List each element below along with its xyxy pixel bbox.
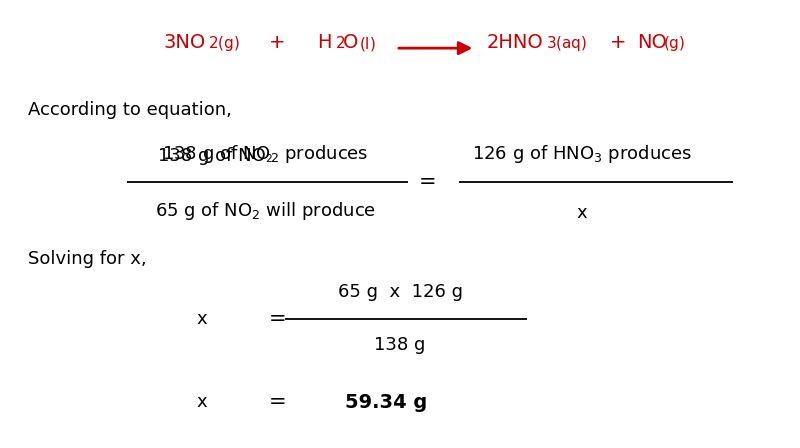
Text: $\mathregular{3(aq)}$: $\mathregular{3(aq)}$ — [546, 34, 588, 53]
Text: 126 g of HNO$_3$ produces: 126 g of HNO$_3$ produces — [472, 142, 692, 165]
Text: H: H — [317, 33, 331, 52]
Text: $\mathregular{_2}$: $\mathregular{_2}$ — [266, 150, 274, 165]
Text: 138 g of NO$_2$ produces: 138 g of NO$_2$ produces — [162, 142, 369, 165]
Text: +: + — [610, 33, 626, 52]
Text: x: x — [197, 310, 207, 327]
Text: 65 g of NO$_2$ will produce: 65 g of NO$_2$ will produce — [155, 200, 376, 222]
Text: 59.34 g: 59.34 g — [345, 392, 427, 412]
Text: O: O — [343, 33, 358, 52]
Text: 2HNO: 2HNO — [487, 33, 544, 52]
Text: =: = — [269, 392, 286, 412]
Text: NO: NO — [638, 33, 667, 52]
Text: 138 g: 138 g — [374, 336, 426, 354]
Text: 138 g of NO: 138 g of NO — [158, 146, 266, 165]
Text: x: x — [197, 393, 207, 411]
Text: $\mathregular{(g)}$: $\mathregular{(g)}$ — [663, 34, 685, 53]
Text: +: + — [269, 33, 286, 52]
Text: x: x — [577, 204, 587, 222]
Text: $\mathregular{2}$: $\mathregular{2}$ — [335, 35, 346, 51]
Text: $\mathregular{2(g)}$: $\mathregular{2(g)}$ — [208, 34, 239, 53]
Text: =: = — [419, 172, 437, 192]
Text: 3NO: 3NO — [164, 33, 206, 52]
Text: Solving for x,: Solving for x, — [28, 250, 146, 268]
Text: =: = — [269, 309, 286, 328]
Text: $\mathregular{(l)}$: $\mathregular{(l)}$ — [359, 34, 375, 52]
Text: According to equation,: According to equation, — [28, 101, 232, 119]
Text: 65 g  x  126 g: 65 g x 126 g — [338, 283, 462, 301]
